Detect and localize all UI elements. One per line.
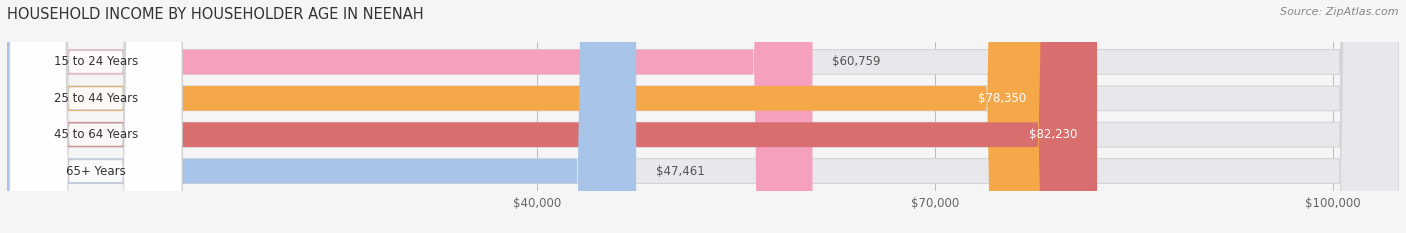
FancyBboxPatch shape <box>10 0 181 233</box>
Text: Source: ZipAtlas.com: Source: ZipAtlas.com <box>1281 7 1399 17</box>
FancyBboxPatch shape <box>10 0 181 233</box>
FancyBboxPatch shape <box>10 0 181 233</box>
Text: $60,759: $60,759 <box>832 55 882 69</box>
Text: 65+ Years: 65+ Years <box>66 164 125 178</box>
FancyBboxPatch shape <box>7 0 1399 233</box>
FancyBboxPatch shape <box>7 0 1399 233</box>
FancyBboxPatch shape <box>7 0 1399 233</box>
Text: $78,350: $78,350 <box>977 92 1026 105</box>
FancyBboxPatch shape <box>7 0 1097 233</box>
FancyBboxPatch shape <box>10 0 181 233</box>
Text: $47,461: $47,461 <box>657 164 704 178</box>
FancyBboxPatch shape <box>7 0 1399 233</box>
Text: 15 to 24 Years: 15 to 24 Years <box>53 55 138 69</box>
Text: $82,230: $82,230 <box>1029 128 1077 141</box>
Text: HOUSEHOLD INCOME BY HOUSEHOLDER AGE IN NEENAH: HOUSEHOLD INCOME BY HOUSEHOLDER AGE IN N… <box>7 7 423 22</box>
FancyBboxPatch shape <box>7 0 813 233</box>
Text: 25 to 44 Years: 25 to 44 Years <box>53 92 138 105</box>
FancyBboxPatch shape <box>7 0 636 233</box>
FancyBboxPatch shape <box>7 0 1046 233</box>
Text: 45 to 64 Years: 45 to 64 Years <box>53 128 138 141</box>
